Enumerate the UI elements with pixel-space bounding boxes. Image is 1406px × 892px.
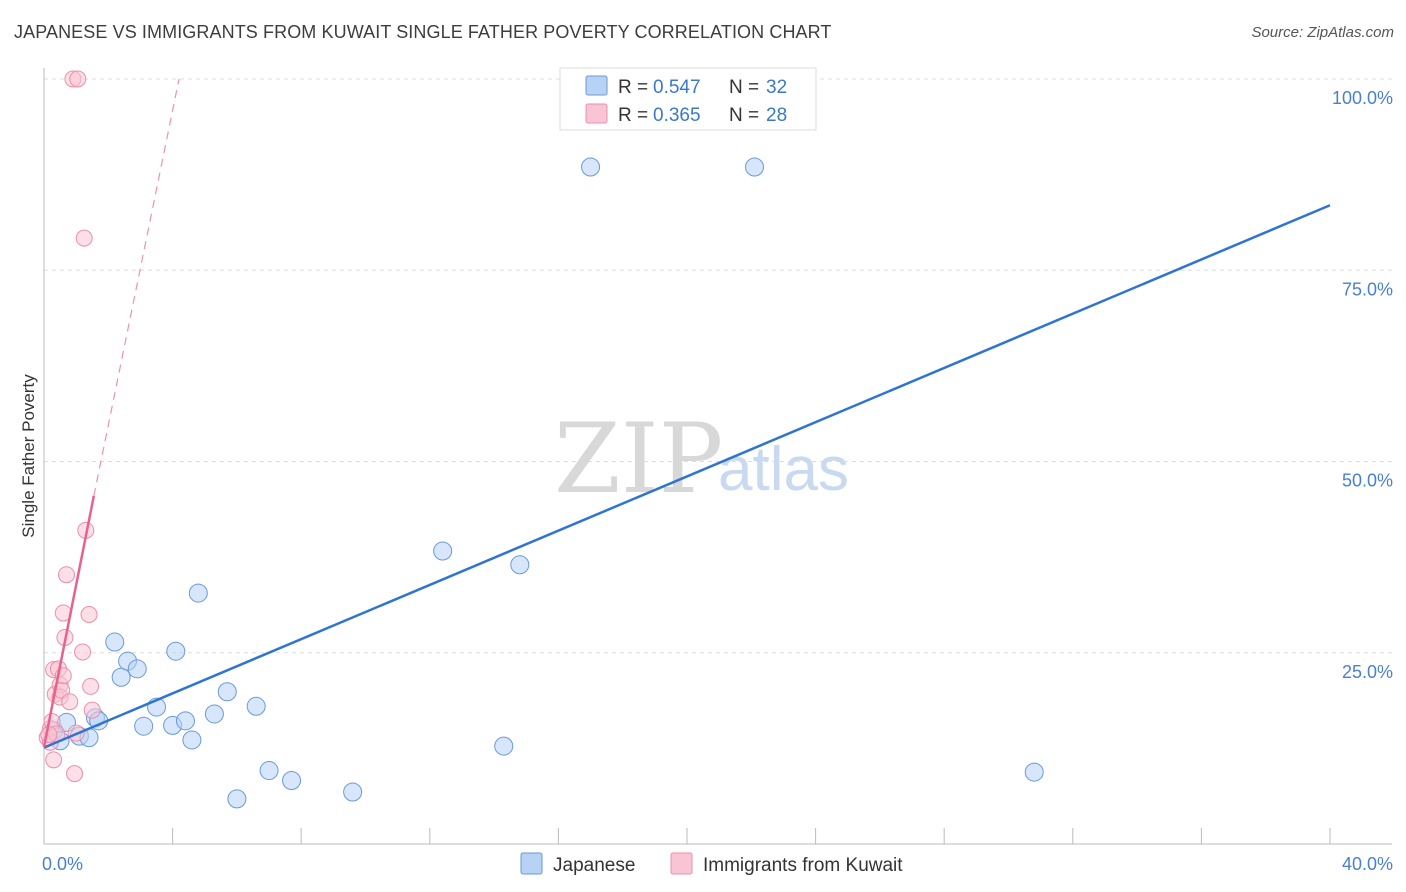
x-tick-label-max: 40.0% bbox=[1342, 854, 1393, 874]
japanese-point bbox=[175, 711, 195, 731]
x-ticks bbox=[172, 828, 1331, 844]
japanese-point bbox=[282, 771, 302, 791]
japanese-point bbox=[433, 541, 453, 561]
kuwait-point bbox=[69, 70, 87, 88]
kuwait-point bbox=[75, 229, 93, 247]
kuwait-point bbox=[74, 643, 92, 661]
stats-legend-r-label-japanese: R = bbox=[618, 77, 648, 98]
japanese-point bbox=[1024, 762, 1044, 782]
japanese-point bbox=[246, 696, 266, 716]
series-legend-label-kuwait: Immigrants from Kuwait bbox=[703, 855, 903, 876]
kuwait-point bbox=[45, 751, 63, 769]
japanese-point bbox=[510, 555, 530, 575]
kuwait-point bbox=[83, 701, 101, 719]
y-tick-labels: 25.0% 50.0% 75.0% 100.0% bbox=[1332, 88, 1393, 682]
japanese-point bbox=[182, 730, 202, 750]
trendlines bbox=[42, 78, 1331, 749]
watermark: ZIP atlas bbox=[554, 403, 849, 515]
kuwait-point bbox=[58, 566, 76, 584]
stats-legend-swatch-japanese bbox=[585, 75, 608, 96]
kuwait-points bbox=[38, 70, 101, 783]
japanese-point bbox=[166, 641, 186, 661]
japanese-point bbox=[188, 583, 208, 603]
series-legend-label-japanese: Japanese bbox=[553, 855, 635, 876]
japanese-point bbox=[204, 704, 224, 724]
japanese-point bbox=[217, 682, 237, 702]
japanese-points bbox=[44, 69, 1044, 809]
series-legend-swatch-japanese bbox=[520, 852, 543, 875]
y-tick-label-100: 100.0% bbox=[1332, 88, 1393, 108]
stats-legend-n-label-japanese: N = bbox=[729, 77, 759, 98]
stats-legend-swatch-kuwait bbox=[585, 103, 608, 124]
stats-legend-r-value-kuwait: 0.365 bbox=[653, 105, 701, 126]
series-legend: Japanese Immigrants from Kuwait bbox=[520, 852, 903, 876]
x-tick-label-min: 0.0% bbox=[42, 854, 83, 874]
watermark-zip: ZIP bbox=[554, 403, 723, 515]
kuwait-point bbox=[82, 677, 100, 695]
japanese-point bbox=[259, 761, 279, 781]
japanese-point bbox=[581, 157, 601, 177]
axes bbox=[43, 68, 1392, 845]
japanese-trendline bbox=[43, 204, 1331, 749]
stats-legend-r-value-japanese: 0.547 bbox=[653, 77, 701, 98]
japanese-point bbox=[134, 716, 154, 736]
kuwait-trendline-extrapolated bbox=[93, 78, 180, 497]
stats-legend-n-value-japanese: 32 bbox=[766, 77, 787, 98]
kuwait-point bbox=[61, 693, 79, 711]
stats-legend-r-label-kuwait: R = bbox=[618, 105, 648, 126]
kuwait-point bbox=[80, 606, 98, 623]
series-legend-swatch-kuwait bbox=[670, 852, 693, 875]
japanese-point bbox=[745, 157, 765, 177]
japanese-point bbox=[111, 667, 131, 687]
japanese-point bbox=[105, 632, 125, 652]
kuwait-point bbox=[40, 726, 58, 744]
stats-legend-n-value-kuwait: 28 bbox=[766, 105, 787, 126]
japanese-point bbox=[127, 659, 147, 679]
y-tick-label-75: 75.0% bbox=[1342, 279, 1393, 299]
y-axis-title: Single Father Poverty bbox=[19, 374, 38, 538]
chart-title: JAPANESE VS IMMIGRANTS FROM KUWAIT SINGL… bbox=[14, 22, 832, 42]
chart-source: Source: ZipAtlas.com bbox=[1251, 24, 1394, 41]
japanese-point bbox=[227, 789, 247, 809]
watermark-atlas: atlas bbox=[718, 435, 849, 504]
stats-legend: R = 0.547 N = 32 R = 0.365 N = 28 bbox=[559, 67, 817, 131]
kuwait-point bbox=[66, 765, 84, 783]
japanese-point bbox=[343, 782, 363, 802]
gridlines bbox=[44, 78, 1392, 654]
kuwait-trendline bbox=[42, 495, 96, 748]
japanese-point bbox=[494, 736, 514, 756]
stats-legend-n-label-kuwait: N = bbox=[729, 105, 759, 126]
y-tick-label-50: 50.0% bbox=[1342, 471, 1393, 491]
y-tick-label-25: 25.0% bbox=[1342, 662, 1393, 682]
